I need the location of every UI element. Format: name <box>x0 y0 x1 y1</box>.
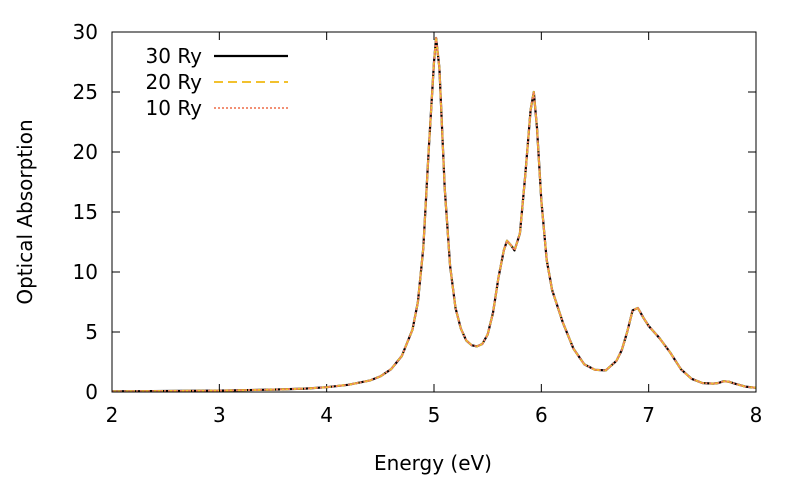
y-tick-label: 20 <box>73 140 98 164</box>
x-tick-label: 6 <box>535 403 548 427</box>
legend-label: 10 Ry <box>146 96 203 120</box>
y-axis-label: Optical Absorption <box>13 119 37 304</box>
x-tick-label: 8 <box>750 403 763 427</box>
x-tick-label: 2 <box>106 403 119 427</box>
y-tick-label: 25 <box>73 80 98 104</box>
series-layer <box>111 36 757 393</box>
x-tick-label: 5 <box>428 403 441 427</box>
series-line-2 <box>111 37 757 393</box>
x-axis-label: Energy (eV) <box>374 451 492 475</box>
x-tick-label: 4 <box>320 403 333 427</box>
legend-label: 20 Ry <box>146 70 203 94</box>
y-tick-label: 10 <box>73 260 98 284</box>
y-tick-label: 15 <box>73 200 98 224</box>
x-tick-label: 7 <box>642 403 655 427</box>
legend-label: 30 Ry <box>146 44 203 68</box>
x-tick-label: 3 <box>213 403 226 427</box>
plot-frame <box>111 31 757 393</box>
series-line-1 <box>111 37 757 393</box>
y-tick-label: 0 <box>85 380 98 404</box>
y-tick-label: 30 <box>73 20 98 44</box>
y-tick-label: 5 <box>85 320 98 344</box>
